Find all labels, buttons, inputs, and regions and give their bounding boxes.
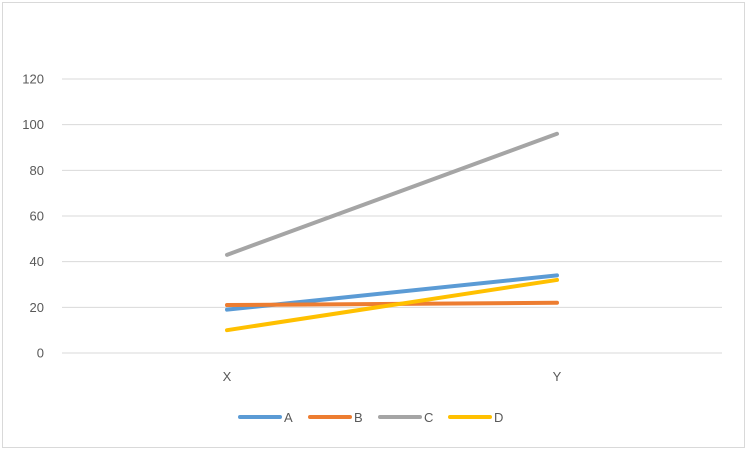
y-tick-label: 120 bbox=[22, 72, 44, 87]
series-lines bbox=[225, 131, 559, 333]
legend-label-b: B bbox=[354, 410, 363, 425]
series-line-d bbox=[225, 277, 559, 333]
x-tick-label: X bbox=[223, 369, 232, 384]
gridlines bbox=[62, 78, 722, 354]
legend-label-a: A bbox=[284, 410, 293, 425]
y-tick-label: 80 bbox=[30, 163, 44, 178]
y-axis-tick-labels: 0 20 40 60 80 100 120 bbox=[22, 72, 44, 361]
legend-label-c: C bbox=[424, 410, 433, 425]
legend: A B C D bbox=[238, 410, 503, 425]
y-tick-label: 40 bbox=[30, 254, 44, 269]
y-tick-label: 100 bbox=[22, 117, 44, 132]
legend-label-d: D bbox=[494, 410, 503, 425]
y-tick-label: 60 bbox=[30, 209, 44, 224]
chart-frame bbox=[2, 2, 745, 448]
y-tick-label: 0 bbox=[37, 346, 44, 361]
y-tick-label: 20 bbox=[30, 300, 44, 315]
x-tick-label: Y bbox=[553, 369, 562, 384]
series-line-c bbox=[225, 131, 559, 257]
